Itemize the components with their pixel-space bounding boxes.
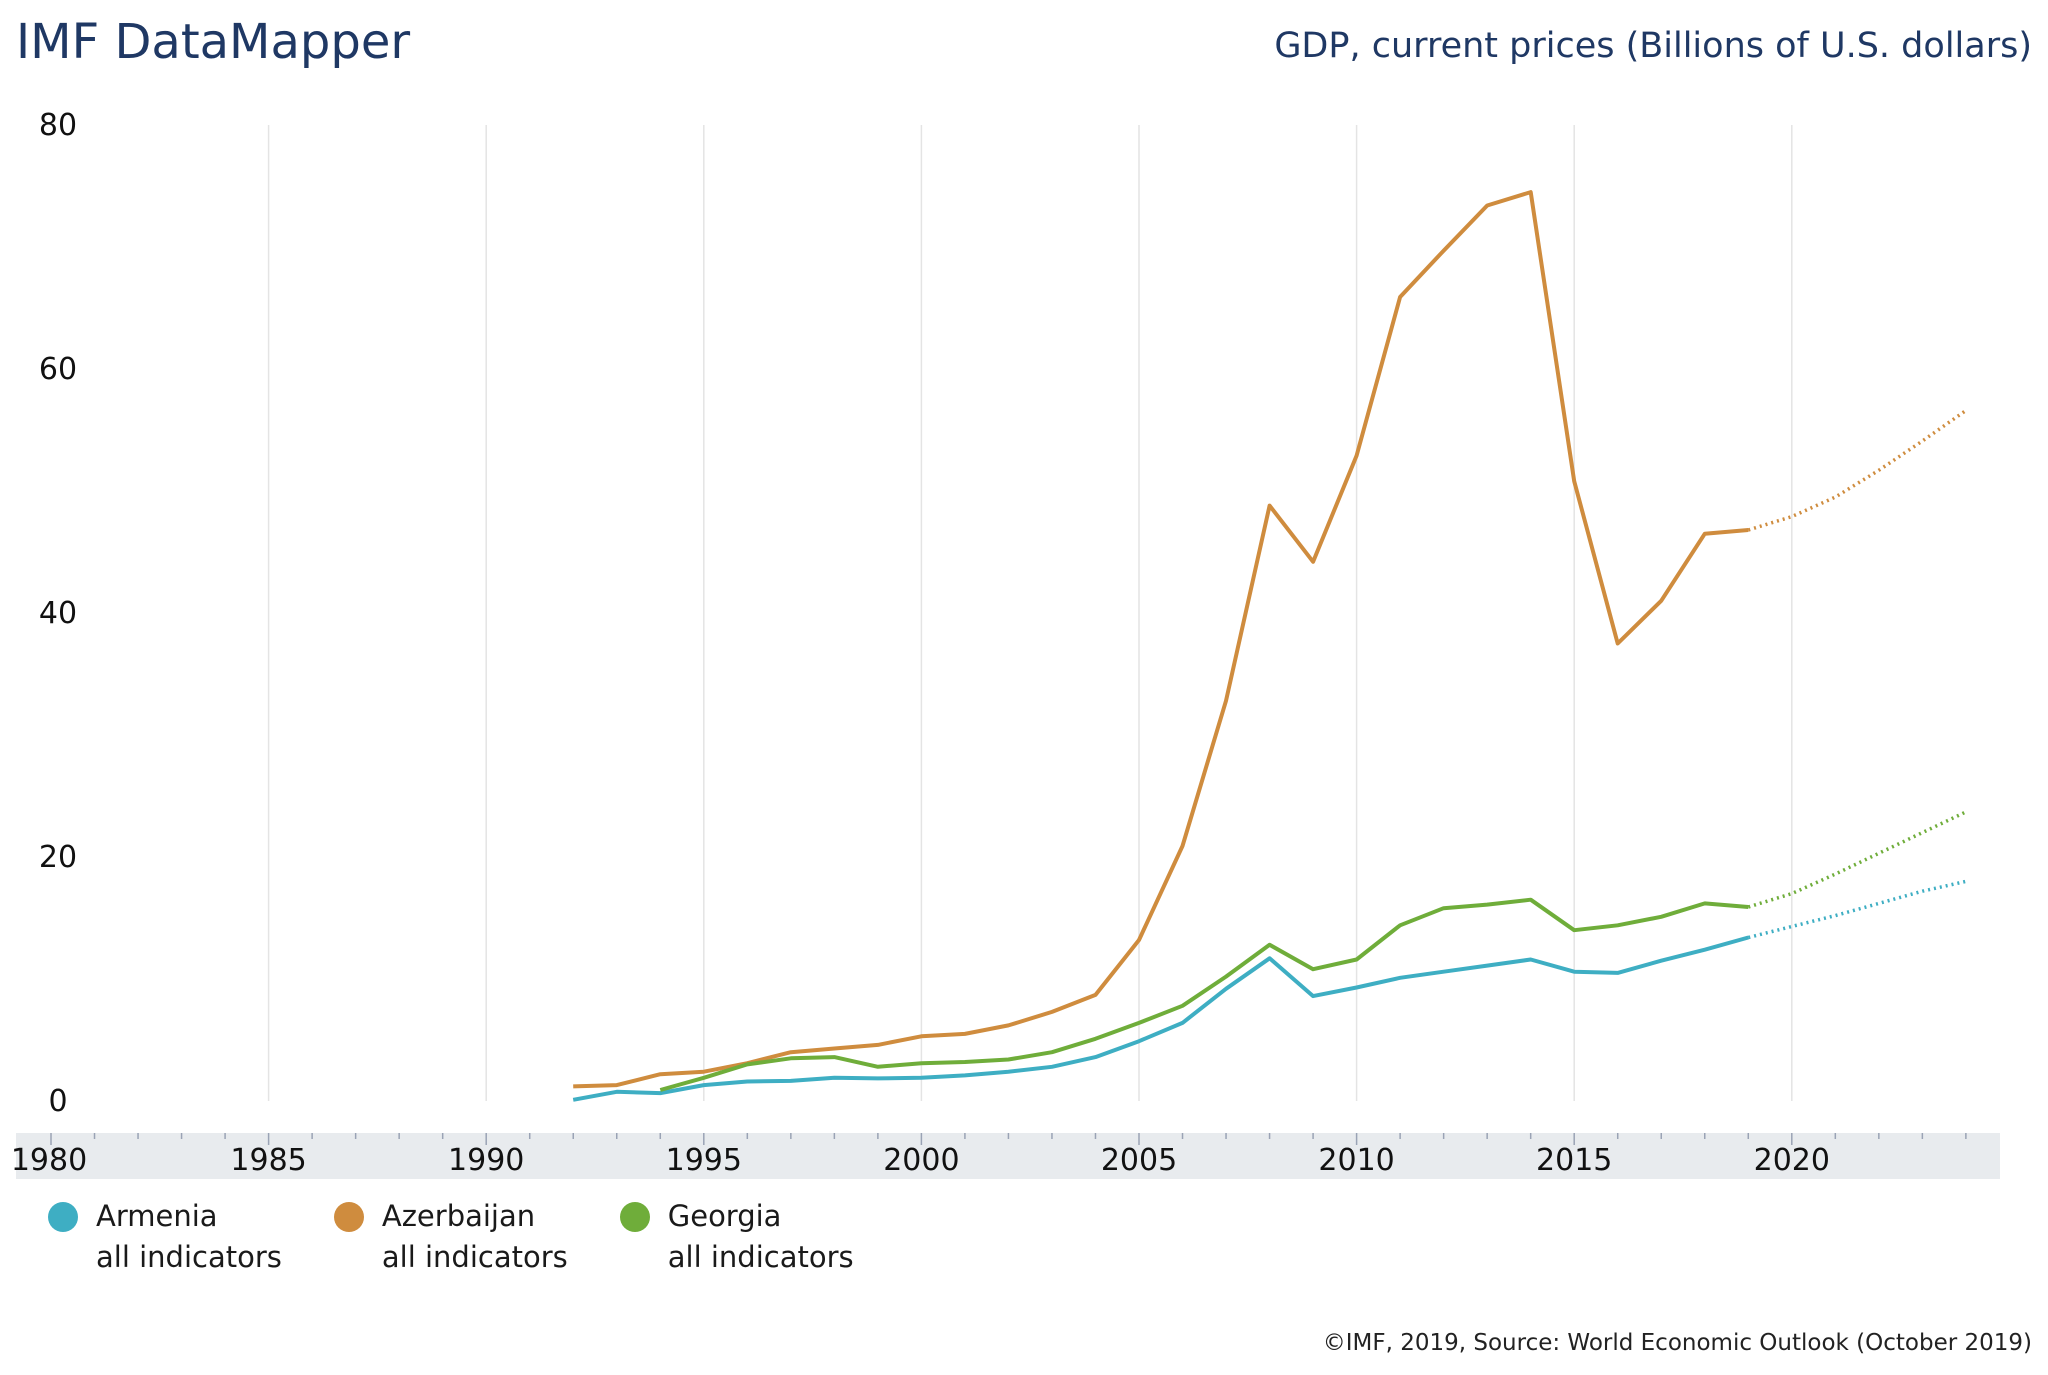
- legend-label: Armenia: [96, 1199, 218, 1233]
- legend-item-georgia[interactable]: Georgia all indicators: [619, 1196, 854, 1278]
- legend-dot: [333, 1202, 364, 1232]
- indicator-title: GDP, current prices (Billions of U.S. do…: [1274, 26, 2032, 66]
- series-projection-azerbaijan: [1747, 409, 1967, 532]
- x-tick-label: 2010: [1318, 1143, 1394, 1178]
- legend-label: Azerbaijan: [381, 1199, 536, 1233]
- y-tick-label: 60: [39, 352, 77, 387]
- legend-dot: [48, 1202, 78, 1232]
- legend: Armenia all indicators Azerbaijan all indi…: [48, 1196, 854, 1278]
- legend-item-azerbaijan[interactable]: Azerbaijan all indicators: [333, 1196, 568, 1278]
- series-projection-armenia: [1747, 879, 1967, 940]
- brand-title[interactable]: IMF DataMapper: [16, 14, 411, 70]
- series-line-azerbaijan: [573, 190, 1749, 1089]
- y-tick-label: 40: [39, 596, 77, 631]
- legend-item-armenia[interactable]: Armenia all indicators: [48, 1196, 282, 1278]
- x-axis-band: [16, 1133, 2000, 1179]
- x-tick-label: 2005: [1101, 1143, 1177, 1178]
- x-tick-label: 2000: [883, 1143, 959, 1178]
- x-tick-label: 1985: [230, 1143, 306, 1178]
- x-tick-label: 2020: [1754, 1143, 1830, 1178]
- legend-sublabel[interactable]: all indicators: [381, 1240, 568, 1274]
- series-line-georgia: [659, 897, 1749, 1092]
- source-footer: ©IMF, 2019, Source: World Economic Outlo…: [1322, 1330, 2032, 1356]
- y-tick-label: 20: [39, 840, 77, 875]
- x-tick-label: 1980: [11, 1143, 87, 1178]
- y-tick-label: 0: [48, 1084, 67, 1119]
- x-tick-label: 1995: [666, 1143, 742, 1178]
- legend-label: Georgia: [667, 1199, 782, 1233]
- legend-sublabel[interactable]: all indicators: [667, 1240, 854, 1274]
- legend-dot: [619, 1202, 650, 1232]
- x-tick-label: 2015: [1536, 1143, 1612, 1178]
- series-line-armenia: [572, 935, 1749, 1102]
- series-projection-georgia: [1747, 810, 1967, 909]
- y-tick-label: 80: [39, 108, 77, 143]
- legend-sublabel[interactable]: all indicators: [96, 1240, 282, 1274]
- x-tick-label: 1990: [448, 1143, 524, 1178]
